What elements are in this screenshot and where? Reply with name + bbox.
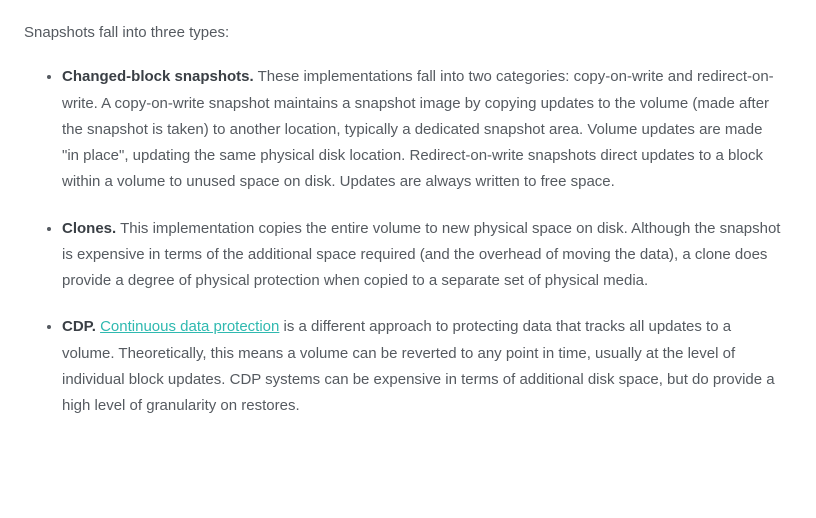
intro-text: Snapshots fall into three types: bbox=[24, 20, 792, 46]
body-changed-block: These implementations fall into two cate… bbox=[62, 68, 774, 190]
term-changed-block: Changed-block snapshots. bbox=[62, 68, 254, 85]
body-clones: This implementation copies the entire vo… bbox=[62, 220, 780, 290]
term-cdp: CDP. bbox=[62, 318, 96, 335]
snapshot-types-list: Changed-block snapshots. These implement… bbox=[24, 64, 792, 419]
list-item: Clones. This implementation copies the e… bbox=[62, 216, 792, 295]
list-item: CDP. Continuous data protection is a dif… bbox=[62, 314, 792, 419]
list-item: Changed-block snapshots. These implement… bbox=[62, 64, 792, 195]
cdp-link[interactable]: Continuous data protection bbox=[100, 318, 279, 335]
term-clones: Clones. bbox=[62, 220, 116, 237]
